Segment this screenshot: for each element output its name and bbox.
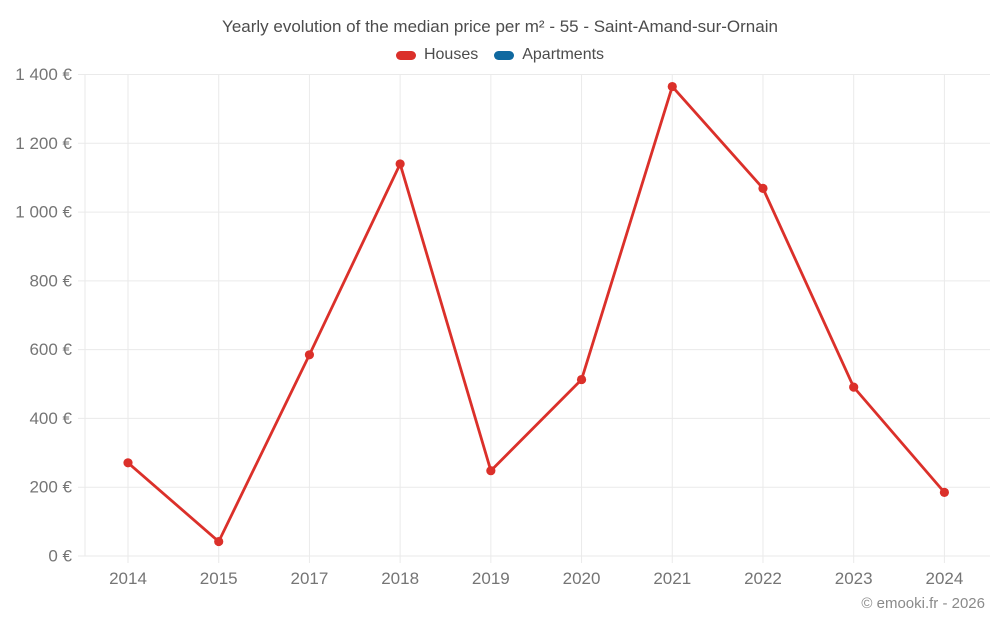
x-axis-tick-label: 2020 (563, 569, 601, 588)
houses-data-point-2024[interactable] (939, 487, 950, 497)
houses-series-line (127, 85, 946, 543)
x-axis-tick-label: 2015 (200, 569, 238, 588)
legend-label-apartments: Apartments (522, 46, 605, 63)
houses-data-point-2020[interactable] (576, 374, 587, 385)
houses-data-point-2019[interactable] (486, 466, 496, 476)
houses-data-point-2021[interactable] (667, 81, 677, 92)
y-axis-tick-label: 1 200 € (15, 134, 72, 153)
houses-data-point-2017[interactable] (304, 350, 315, 360)
y-axis-tick-label: 0 € (48, 547, 72, 566)
x-axis-tick-label: 2019 (472, 569, 510, 588)
y-axis-tick-label: 200 € (29, 478, 72, 497)
legend-item-houses[interactable]: Houses (395, 46, 479, 64)
x-axis-tick-label: 2023 (835, 569, 873, 588)
houses-data-point-2015[interactable] (214, 536, 224, 547)
houses-data-point-2014[interactable] (123, 458, 133, 468)
x-axis-tick-label: 2017 (291, 569, 329, 588)
x-axis-tick-label: 2022 (744, 569, 782, 588)
houses-data-point-2022[interactable] (758, 183, 768, 193)
y-axis-tick-label: 400 € (29, 409, 72, 428)
x-axis-tick-label: 2024 (925, 569, 963, 588)
copyright-text: © emooki.fr - 2026 (861, 595, 985, 612)
chart-title: Yearly evolution of the median price per… (222, 17, 778, 36)
y-axis-tick-label: 1 400 € (15, 65, 72, 84)
houses-data-point-2023[interactable] (849, 382, 859, 392)
apartments-series-swatch-icon (494, 50, 515, 60)
x-axis-tick-label: 2021 (653, 569, 691, 588)
y-axis-tick-label: 1 000 € (15, 203, 72, 222)
y-axis-tick-label: 600 € (29, 340, 72, 359)
chart-legend: Houses Apartments (0, 46, 1000, 64)
y-axis-tick-label: 800 € (29, 271, 72, 290)
x-axis-tick-label: 2014 (109, 569, 147, 588)
houses-data-point-2018[interactable] (395, 159, 405, 169)
legend-item-apartments[interactable]: Apartments (494, 46, 604, 64)
legend-label-houses: Houses (423, 46, 479, 63)
houses-series-swatch-icon (395, 50, 416, 60)
x-axis-tick-label: 2018 (381, 569, 419, 588)
